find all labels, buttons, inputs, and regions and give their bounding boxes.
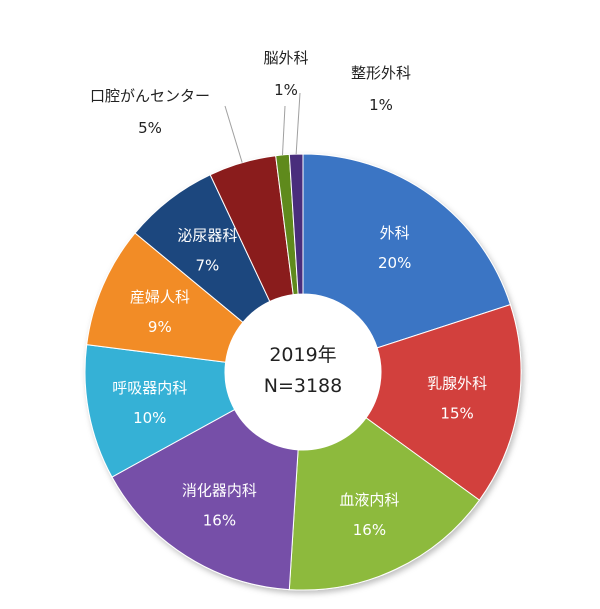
- slice-8-value-label: 5%: [138, 119, 162, 137]
- labels-group: 外科 20% 乳腺外科 15% 血液内科 16% 消化器内科 16% 呼吸器内科 10% 産婦人科 9…: [90, 49, 487, 539]
- slice-4-value-label: 16%: [203, 512, 236, 530]
- center-year-label: 2019年: [269, 344, 336, 366]
- center-hole: [225, 294, 381, 450]
- slice-4-name-label: 消化器内科: [182, 482, 257, 500]
- slice-7-name-label: 泌尿器科: [177, 227, 237, 245]
- slice-6-name-label: 産婦人科: [130, 288, 190, 306]
- slice-10-leader-line: [295, 92, 301, 155]
- slice-3-name-label: 血液内科: [339, 491, 399, 509]
- slice-9-name-label: 脳外科: [263, 49, 308, 67]
- slice-10-name-label: 整形外科: [351, 64, 411, 82]
- leader-lines-group: [224, 92, 301, 163]
- slice-5-value-label: 10%: [133, 409, 166, 427]
- center-total-label: N=3188: [264, 375, 343, 397]
- slice-9-leader-line: [281, 105, 286, 155]
- slice-5-name-label: 呼吸器内科: [112, 379, 187, 397]
- slice-1-name-label: 外科: [380, 224, 410, 242]
- slice-9-value-label: 1%: [274, 81, 298, 99]
- slice-2-value-label: 15%: [440, 404, 473, 422]
- slice-10-value-label: 1%: [369, 96, 393, 114]
- slices-group: [84, 153, 522, 591]
- slice-8-name-label: 口腔がんセンター: [90, 87, 210, 105]
- slice-3-value-label: 16%: [353, 521, 386, 539]
- slice-7-value-label: 7%: [195, 257, 219, 275]
- slice-8-leader-line: [224, 105, 243, 163]
- slice-6-value-label: 9%: [148, 318, 172, 336]
- slice-1-value-label: 20%: [378, 254, 411, 272]
- slice-2-name-label: 乳腺外科: [427, 374, 487, 392]
